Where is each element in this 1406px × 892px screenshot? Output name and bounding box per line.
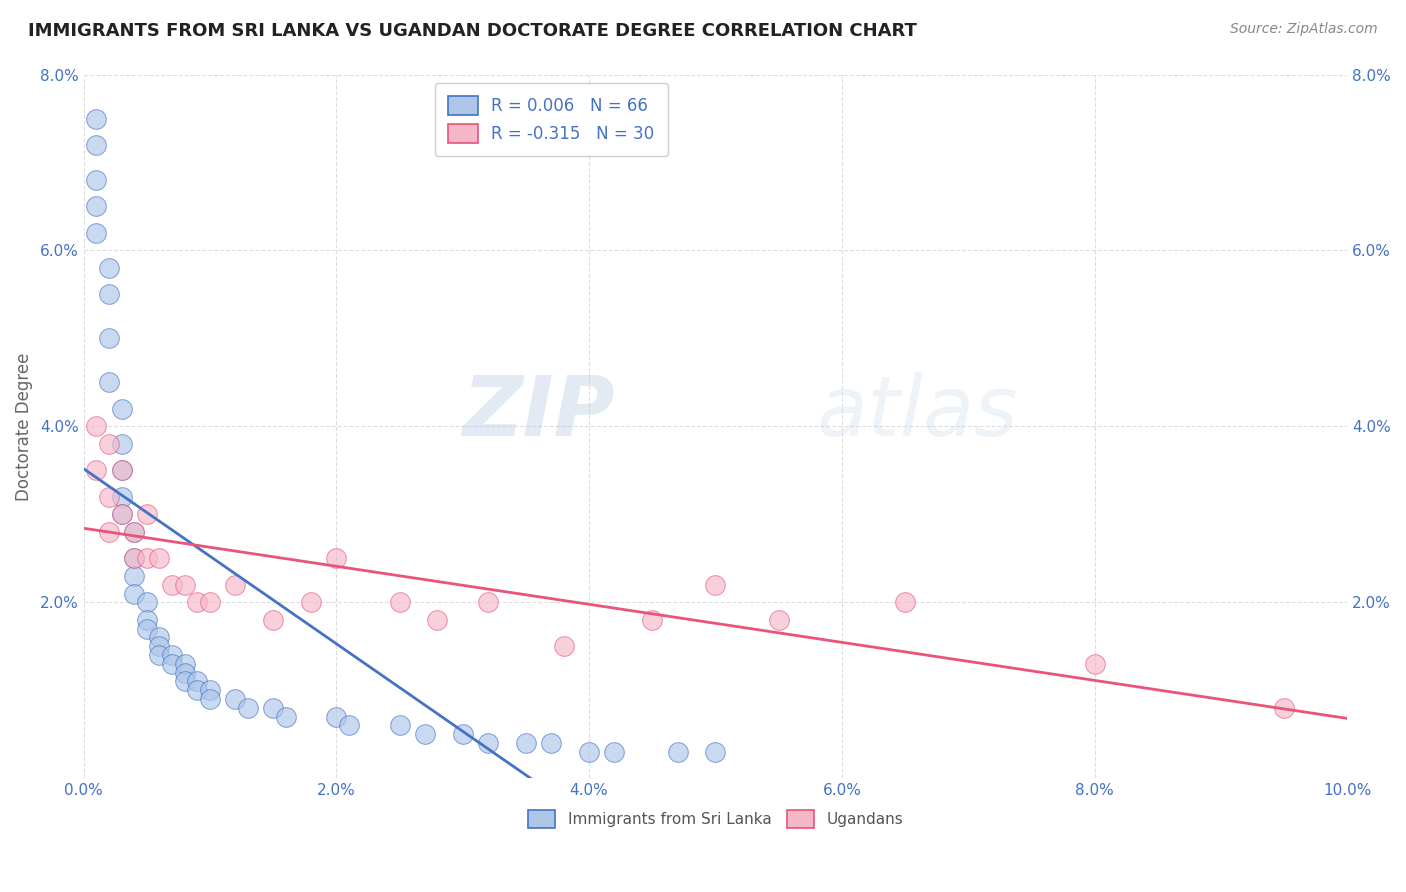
Point (97, 437, 120, 451)
Point (122, 551, 145, 566)
Point (274, 709, 297, 723)
Point (122, 524, 145, 539)
Point (86, 199, 108, 213)
Point (540, 736, 562, 750)
Point (135, 508, 157, 522)
Point (186, 674, 208, 689)
Point (186, 595, 208, 609)
Point (86, 419, 108, 434)
Point (477, 736, 499, 750)
Text: atlas: atlas (817, 372, 1018, 453)
Point (388, 595, 411, 609)
Point (110, 490, 132, 504)
Point (160, 577, 183, 591)
Point (110, 463, 132, 477)
Point (477, 595, 499, 609)
Point (666, 745, 689, 759)
Point (97, 260, 120, 275)
Point (198, 683, 221, 698)
Point (641, 613, 664, 627)
Point (325, 709, 347, 723)
Point (86, 173, 108, 187)
Point (894, 595, 917, 609)
Point (148, 551, 170, 566)
Point (1083, 657, 1105, 671)
Text: ZIP: ZIP (461, 372, 614, 453)
Point (262, 613, 284, 627)
Point (148, 640, 170, 654)
Point (86, 463, 108, 477)
Point (337, 718, 360, 732)
Text: IMMIGRANTS FROM SRI LANKA VS UGANDAN DOCTORATE DEGREE CORRELATION CHART: IMMIGRANTS FROM SRI LANKA VS UGANDAN DOC… (28, 22, 917, 40)
Point (135, 551, 157, 566)
Point (148, 648, 170, 662)
Point (135, 613, 157, 627)
Text: Source: ZipAtlas.com: Source: ZipAtlas.com (1230, 22, 1378, 37)
Y-axis label: Doctorate Degree: Doctorate Degree (15, 352, 32, 500)
Point (451, 727, 474, 741)
Point (173, 577, 195, 591)
Point (122, 524, 145, 539)
Point (603, 745, 626, 759)
Point (515, 736, 537, 750)
Point (553, 640, 575, 654)
Point (224, 577, 246, 591)
Point (388, 718, 411, 732)
Point (262, 701, 284, 715)
Point (110, 463, 132, 477)
Point (173, 674, 195, 689)
Point (198, 595, 221, 609)
Point (413, 727, 436, 741)
Point (704, 745, 727, 759)
Point (148, 631, 170, 645)
Point (110, 508, 132, 522)
Point (122, 586, 145, 600)
Point (110, 508, 132, 522)
Point (135, 622, 157, 636)
Point (768, 613, 790, 627)
Point (97, 376, 120, 390)
Point (160, 657, 183, 671)
Point (160, 648, 183, 662)
Point (704, 577, 727, 591)
Point (173, 665, 195, 680)
Point (198, 692, 221, 706)
Point (97, 331, 120, 345)
Point (299, 595, 322, 609)
Point (186, 683, 208, 698)
Point (97, 524, 120, 539)
Point (97, 287, 120, 301)
Point (86, 112, 108, 126)
Point (224, 692, 246, 706)
Point (325, 551, 347, 566)
Point (426, 613, 449, 627)
Point (135, 595, 157, 609)
Point (578, 745, 600, 759)
Point (236, 701, 259, 715)
Point (1272, 701, 1295, 715)
Point (86, 137, 108, 152)
Point (173, 657, 195, 671)
Point (110, 437, 132, 451)
Point (110, 401, 132, 416)
Point (122, 551, 145, 566)
Point (97, 490, 120, 504)
Legend: Immigrants from Sri Lanka, Ugandans: Immigrants from Sri Lanka, Ugandans (522, 804, 910, 834)
Point (86, 226, 108, 240)
Point (122, 569, 145, 583)
